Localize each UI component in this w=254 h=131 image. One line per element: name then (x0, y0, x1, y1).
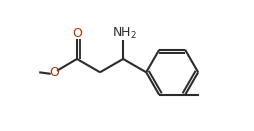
Text: O: O (72, 27, 82, 40)
Text: NH$_2$: NH$_2$ (112, 26, 137, 41)
Text: O: O (49, 66, 59, 79)
